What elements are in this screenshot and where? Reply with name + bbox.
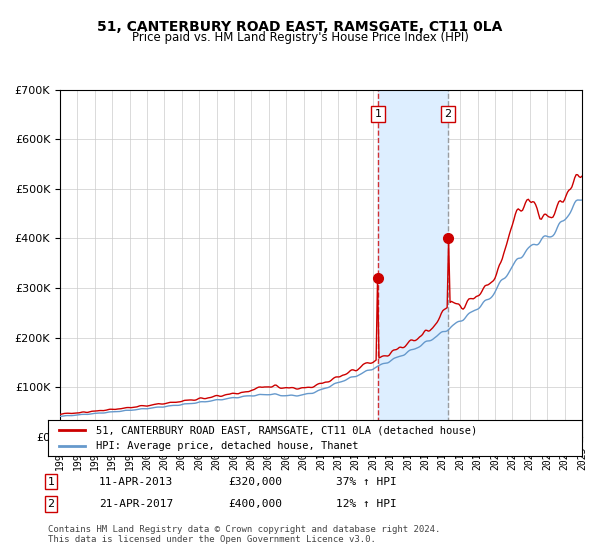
Text: 2: 2 <box>445 109 452 119</box>
Text: 11-APR-2013: 11-APR-2013 <box>99 477 173 487</box>
Text: £400,000: £400,000 <box>228 499 282 509</box>
Text: 21-APR-2017: 21-APR-2017 <box>99 499 173 509</box>
Text: 12% ↑ HPI: 12% ↑ HPI <box>336 499 397 509</box>
Text: 51, CANTERBURY ROAD EAST, RAMSGATE, CT11 0LA (detached house): 51, CANTERBURY ROAD EAST, RAMSGATE, CT11… <box>96 425 478 435</box>
Text: Contains HM Land Registry data © Crown copyright and database right 2024.
This d: Contains HM Land Registry data © Crown c… <box>48 525 440 544</box>
Bar <box>378 90 448 437</box>
Text: 51, CANTERBURY ROAD EAST, RAMSGATE, CT11 0LA: 51, CANTERBURY ROAD EAST, RAMSGATE, CT11… <box>97 20 503 34</box>
Text: HPI: Average price, detached house, Thanet: HPI: Average price, detached house, Than… <box>96 441 359 451</box>
Text: Price paid vs. HM Land Registry's House Price Index (HPI): Price paid vs. HM Land Registry's House … <box>131 31 469 44</box>
Text: 1: 1 <box>374 109 382 119</box>
Text: 2: 2 <box>47 499 55 509</box>
Text: 1: 1 <box>47 477 55 487</box>
Text: 37% ↑ HPI: 37% ↑ HPI <box>336 477 397 487</box>
Text: £320,000: £320,000 <box>228 477 282 487</box>
